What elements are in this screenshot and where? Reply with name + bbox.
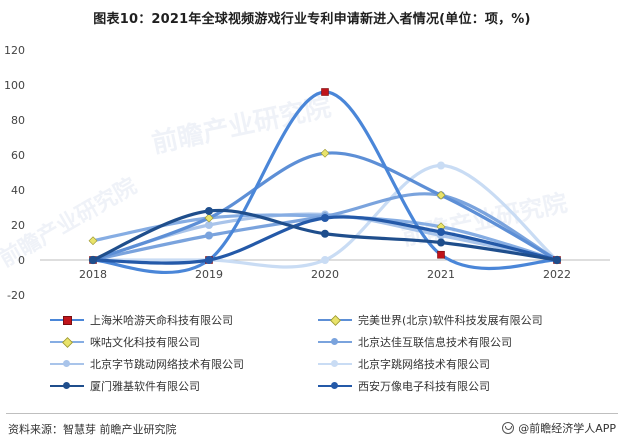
footer-divider (6, 413, 618, 414)
legend-label: 咪咕文化科技有限公司 (90, 336, 200, 349)
legend-item: 完美世界(北京)软件科技发展有限公司 (318, 312, 543, 328)
data-point (553, 256, 561, 264)
data-point (89, 256, 97, 264)
legend-item: 厦门雅基软件有限公司 (50, 378, 200, 394)
chart-title: 图表10：2021年全球视频游戏行业专利申请新进入者情况(单位：项，%) (93, 12, 531, 27)
footer: 资料来源：智慧芽 前瞻产业研究院 @前瞻经济学人APP (0, 413, 624, 443)
data-point (205, 256, 213, 264)
y-tick-label: 20 (11, 219, 25, 232)
data-point (205, 231, 213, 240)
legend-item: 北京达佳互联信息技术有限公司 (318, 334, 512, 350)
y-tick-label: 100 (4, 79, 25, 92)
data-point (320, 148, 330, 158)
data-point (321, 256, 329, 264)
legend-swatch (50, 336, 84, 348)
x-tick-label: 2022 (543, 268, 571, 281)
legend-marker-icon (331, 338, 338, 345)
legend-marker-icon (62, 337, 73, 348)
y-tick-label: 60 (11, 149, 25, 162)
data-point (204, 213, 214, 223)
legend-swatch (318, 314, 352, 326)
legend-swatch (50, 358, 84, 370)
data-point (437, 228, 445, 236)
legend-item: 咪咕文化科技有限公司 (50, 334, 200, 350)
data-point (437, 238, 445, 247)
x-tick-label: 2020 (311, 268, 339, 281)
legend-marker-icon (63, 316, 72, 325)
legend-item: 北京字跳网络技术有限公司 (318, 356, 490, 372)
data-point (437, 250, 445, 259)
legend-marker-icon (331, 382, 338, 389)
brand-logo-icon (502, 422, 515, 434)
data-point (321, 88, 329, 96)
source-text: 资料来源：智慧芽 前瞻产业研究院 (8, 423, 177, 436)
brand-label: @前瞻经济学人APP (502, 420, 616, 436)
brand-text: @前瞻经济学人APP (518, 422, 616, 435)
legend-swatch (50, 314, 84, 326)
series-line (91, 163, 559, 269)
legend-marker-icon (63, 382, 70, 389)
legend-marker-icon (331, 360, 338, 367)
data-point (205, 207, 213, 215)
legend-label: 北京字跳网络技术有限公司 (358, 358, 490, 371)
x-tick-label: 2018 (79, 268, 107, 281)
legend-swatch (318, 336, 352, 348)
data-point (88, 236, 98, 246)
legend-marker-icon (330, 315, 341, 326)
y-tick-label: 120 (4, 44, 25, 57)
data-point (321, 229, 329, 238)
legend-swatch (318, 358, 352, 370)
data-point (205, 221, 213, 229)
y-tick-label: -20 (7, 289, 25, 302)
legend-item: 西安万像电子科技有限公司 (318, 378, 490, 394)
legend-label: 北京达佳互联信息技术有限公司 (358, 336, 512, 349)
y-tick-label: 0 (18, 254, 25, 267)
legend-item: 上海米哈游天命科技有限公司 (50, 312, 233, 328)
y-tick-label: 40 (11, 184, 25, 197)
legend-marker-icon (63, 360, 70, 367)
x-tick-label: 2021 (427, 268, 455, 281)
legend-swatch (318, 380, 352, 392)
legend-label: 西安万像电子科技有限公司 (358, 380, 490, 393)
x-tick-label: 2019 (195, 268, 223, 281)
data-point (436, 190, 446, 200)
legend-label: 北京字节跳动网络技术有限公司 (90, 358, 244, 371)
y-tick-label: 80 (11, 114, 25, 127)
legend-swatch (50, 380, 84, 392)
legend-label: 厦门雅基软件有限公司 (90, 380, 200, 393)
legend-label: 上海米哈游天命科技有限公司 (90, 314, 233, 327)
data-point (321, 214, 329, 222)
legend-item: 北京字节跳动网络技术有限公司 (50, 356, 244, 372)
legend-label: 完美世界(北京)软件科技发展有限公司 (358, 314, 543, 327)
data-point (437, 161, 445, 170)
